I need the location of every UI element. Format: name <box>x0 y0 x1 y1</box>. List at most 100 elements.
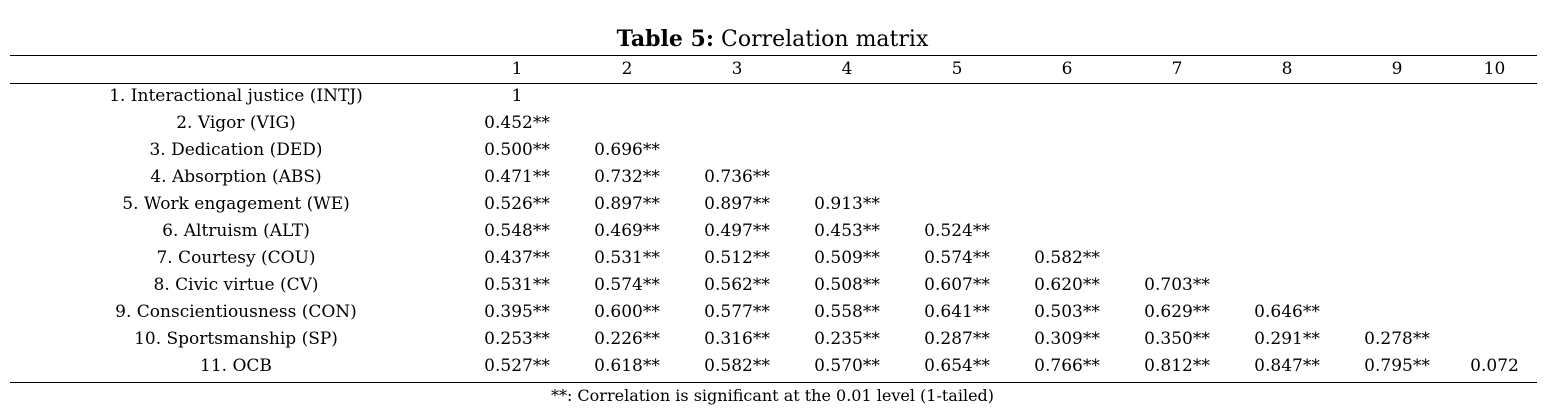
table-row: 4. Absorption (ABS) 0.471** 0.732** 0.736** <box>10 164 1537 191</box>
table-row: 3. Dedication (DED) 0.500** 0.696** <box>10 137 1537 164</box>
table-row: 7. Courtesy (COU) 0.437** 0.531** 0.512** 0.… <box>10 245 1537 272</box>
table-row: 9. Conscientiousness (CON) 0.395** 0.600**… <box>10 299 1537 326</box>
correlation-cell: 0.278** <box>1364 329 1430 349</box>
correlation-cell: 0.795** <box>1364 356 1430 376</box>
column-header: 8 <box>1281 59 1293 79</box>
table-top-rule <box>10 55 1537 56</box>
row-label: 7. Courtesy (COU) <box>156 248 316 268</box>
correlation-cell: 0.607** <box>924 275 990 295</box>
empty-cell <box>1232 218 1342 245</box>
correlation-cell: 0.600** <box>594 302 660 322</box>
empty-cell <box>1232 272 1342 299</box>
empty-cell <box>792 137 902 164</box>
correlation-cell: 0.512** <box>704 248 770 268</box>
empty-cell <box>1122 110 1232 137</box>
empty-cell <box>1452 164 1537 191</box>
row-label: 8. Civic virtue (CV) <box>153 275 319 295</box>
table-row: 11. OCB 0.527** 0.618** 0.582** 0.570** 0.654… <box>10 353 1537 380</box>
column-header: 5 <box>951 59 963 79</box>
correlation-cell: 0.766** <box>1034 356 1100 376</box>
correlation-cell: 0.654** <box>924 356 990 376</box>
correlation-cell: 0.500** <box>484 140 550 160</box>
correlation-cell: 0.509** <box>814 248 880 268</box>
empty-cell <box>1452 272 1537 299</box>
correlation-cell: 0.548** <box>484 221 550 241</box>
correlation-cell: 0.309** <box>1034 329 1100 349</box>
empty-cell <box>1012 110 1122 137</box>
empty-cell <box>902 137 1012 164</box>
correlation-cell: 0.253** <box>484 329 550 349</box>
column-header: 2 <box>621 59 633 79</box>
correlation-cell: 0.526** <box>484 194 550 214</box>
empty-cell <box>1342 272 1452 299</box>
correlation-cell: 0.696** <box>594 140 660 160</box>
empty-cell <box>792 83 902 110</box>
correlation-cell: 0.497** <box>704 221 770 241</box>
correlation-cell: 0.453** <box>814 221 880 241</box>
table-row: 10. Sportsmanship (SP) 0.253** 0.226** 0.31… <box>10 326 1537 353</box>
row-label: 3. Dedication (DED) <box>149 140 323 160</box>
row-label: 11. OCB <box>200 356 272 376</box>
correlation-cell: 0.913** <box>814 194 880 214</box>
table-row: 5. Work engagement (WE) 0.526** 0.897** 0.8… <box>10 191 1537 218</box>
correlation-cell: 0.582** <box>1034 248 1100 268</box>
correlation-cell: 0.558** <box>814 302 880 322</box>
empty-cell <box>1342 110 1452 137</box>
correlation-cell: 0.291** <box>1254 329 1320 349</box>
correlation-cell: 0.316** <box>704 329 770 349</box>
correlation-cell: 0.437** <box>484 248 550 268</box>
empty-cell <box>1122 83 1232 110</box>
row-label: 1. Interactional justice (INTJ) <box>109 86 363 106</box>
correlation-cell: 0.574** <box>924 248 990 268</box>
empty-cell <box>1122 137 1232 164</box>
correlation-cell: 0.574** <box>594 275 660 295</box>
empty-cell <box>682 137 792 164</box>
header-label-cell <box>10 56 462 83</box>
correlation-cell: 0.897** <box>704 194 770 214</box>
table-row: 2. Vigor (VIG) 0.452** <box>10 110 1537 137</box>
empty-cell <box>902 191 1012 218</box>
correlation-cell: 0.562** <box>704 275 770 295</box>
empty-cell <box>1452 191 1537 218</box>
row-label: 9. Conscientiousness (CON) <box>115 302 357 322</box>
empty-cell <box>682 83 792 110</box>
correlation-cell: 0.072 <box>1470 356 1519 376</box>
column-header: 10 <box>1483 59 1506 79</box>
correlation-cell: 1 <box>511 86 523 106</box>
empty-cell <box>1012 164 1122 191</box>
empty-cell <box>1012 218 1122 245</box>
column-header: 1 <box>511 59 523 79</box>
correlation-cell: 0.732** <box>594 167 660 187</box>
empty-cell <box>1122 191 1232 218</box>
row-label: 2. Vigor (VIG) <box>176 113 296 133</box>
correlation-cell: 0.629** <box>1144 302 1210 322</box>
correlation-cell: 0.620** <box>1034 275 1100 295</box>
empty-cell <box>902 83 1012 110</box>
table-caption-label: Table 5: <box>616 26 714 52</box>
correlation-cell: 0.570** <box>814 356 880 376</box>
empty-cell <box>1232 83 1342 110</box>
row-label: 5. Work engagement (WE) <box>122 194 350 214</box>
empty-cell <box>1452 83 1537 110</box>
empty-cell <box>1232 137 1342 164</box>
table-row: 1. Interactional justice (INTJ) 1 <box>10 83 1537 110</box>
empty-cell <box>1342 137 1452 164</box>
correlation-cell: 0.577** <box>704 302 770 322</box>
correlation-cell: 0.618** <box>594 356 660 376</box>
column-header: 3 <box>731 59 743 79</box>
correlation-cell: 0.527** <box>484 356 550 376</box>
empty-cell <box>1452 218 1537 245</box>
correlation-cell: 0.531** <box>484 275 550 295</box>
empty-cell <box>1122 164 1232 191</box>
empty-cell <box>1452 245 1537 272</box>
table-header: 1 2 3 4 5 6 7 8 9 10 <box>10 56 1537 83</box>
correlation-cell: 0.395** <box>484 302 550 322</box>
correlation-cell: 0.350** <box>1144 329 1210 349</box>
row-label: 6. Altruism (ALT) <box>162 221 310 241</box>
empty-cell <box>902 164 1012 191</box>
empty-cell <box>1342 191 1452 218</box>
correlation-cell: 0.812** <box>1144 356 1210 376</box>
empty-cell <box>1232 245 1342 272</box>
correlation-cell: 0.287** <box>924 329 990 349</box>
column-header: 9 <box>1391 59 1403 79</box>
